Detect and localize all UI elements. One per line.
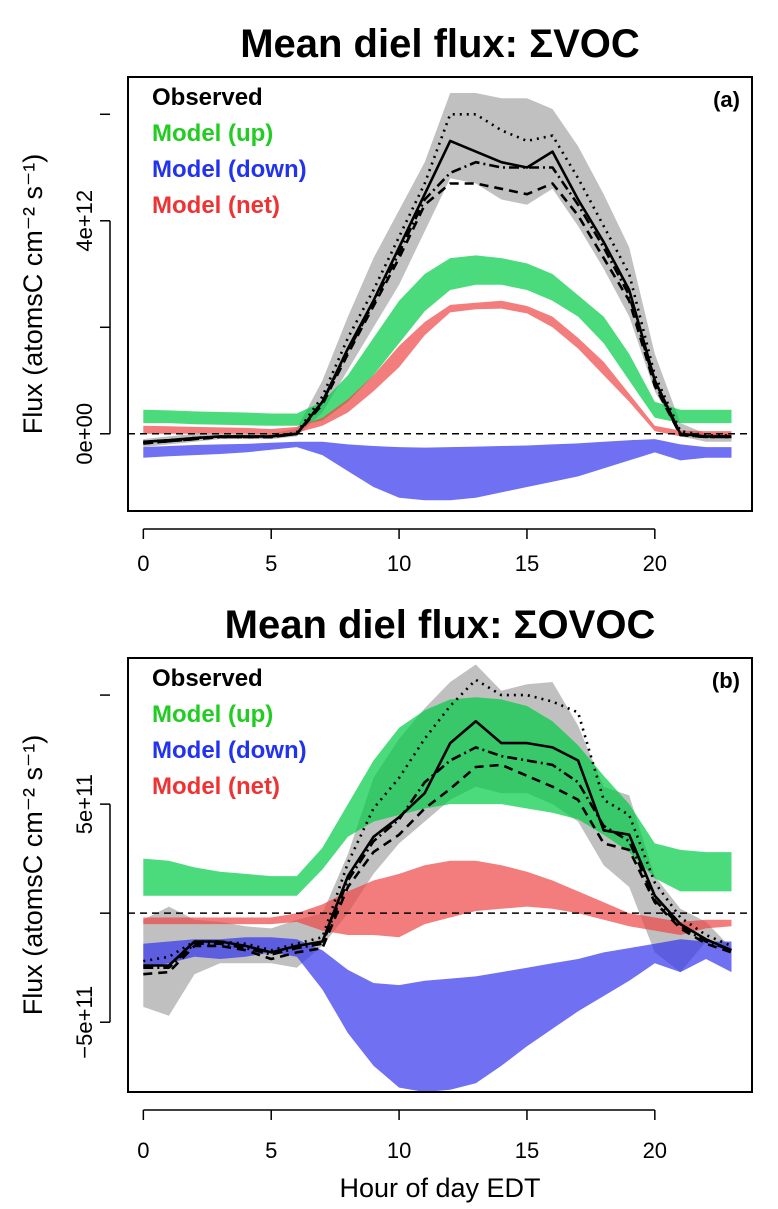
x-tick-label: 20	[643, 551, 667, 576]
y-axis-title: Flux (atomsC cm⁻² s⁻¹)	[18, 154, 48, 435]
legend-entry: Model (up)	[152, 701, 273, 728]
band-model-up	[143, 255, 732, 426]
observed-line-solid	[143, 719, 733, 967]
panel-label: (b)	[712, 668, 740, 693]
band-model-down	[143, 439, 732, 501]
plot-area	[143, 93, 732, 501]
band-model-up	[143, 697, 732, 896]
chart-title: Mean diel flux: ΣOVOC	[225, 603, 656, 647]
chart-title: Mean diel flux: ΣVOC	[240, 22, 640, 66]
panel-label: (a)	[713, 87, 740, 112]
x-tick-label: 5	[265, 1138, 277, 1163]
panel-a: Mean diel flux: ΣVOC 0 5 10 15 20 0e+00 4e+12 Fl…	[18, 22, 753, 576]
legend-entry: Model (net)	[152, 773, 280, 800]
x-tick-label: 10	[387, 1138, 411, 1163]
panel-b: Mean diel flux: ΣOVOC 0 5 10 15 20 −5e+11 5e+11…	[18, 603, 753, 1203]
x-tick-label: 5	[265, 551, 277, 576]
y-tick-label: 5e+11	[72, 774, 97, 834]
legend-entry: Model (net)	[152, 192, 280, 219]
legend-entry: Model (up)	[152, 120, 273, 147]
observed-line-dashed	[143, 763, 732, 976]
legend-entry: Observed	[152, 665, 263, 692]
x-tick-label: 0	[137, 551, 149, 576]
plot-frame	[127, 657, 753, 1093]
observed-line-dashdot	[143, 160, 732, 445]
plot-area	[143, 664, 733, 1092]
observed-range-band	[143, 93, 732, 448]
x-tick-label: 20	[643, 1138, 667, 1163]
x-tick-label: 10	[387, 551, 411, 576]
plot-frame	[127, 76, 753, 512]
legend-entry: Model (down)	[152, 737, 307, 764]
band-model-net	[143, 860, 732, 938]
y-tick-label: −5e+11	[72, 986, 97, 1059]
x-tick-label: 0	[137, 1138, 149, 1163]
x-axis-title: Hour of day EDT	[339, 1173, 540, 1203]
x-tick-label: 15	[515, 1138, 539, 1163]
band-model-down	[143, 937, 732, 1092]
y-axis-title: Flux (atomsC cm⁻² s⁻¹)	[18, 735, 48, 1016]
observed-line-dashdot	[143, 746, 732, 970]
observed-range-band	[143, 664, 732, 1016]
y-tick-label: 0e+00	[72, 403, 97, 465]
legend-entry: Observed	[152, 84, 263, 111]
y-tick-label: 4e+12	[72, 190, 97, 252]
observed-line-dashed	[143, 182, 732, 445]
x-tick-label: 15	[515, 551, 539, 576]
legend-entry: Model (down)	[152, 156, 307, 183]
